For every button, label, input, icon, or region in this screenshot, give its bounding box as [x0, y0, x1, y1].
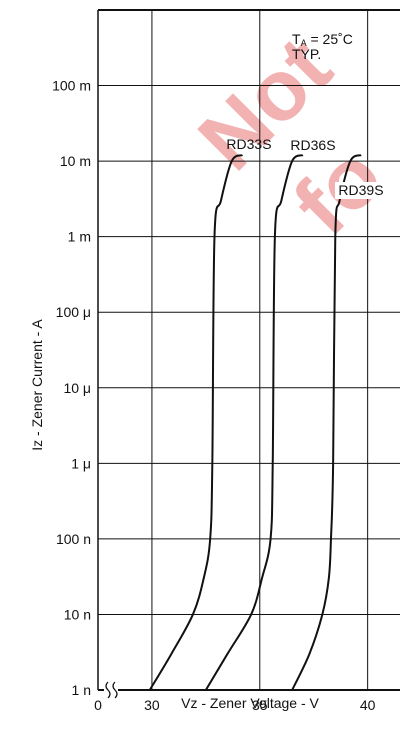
series-label-bg [335, 182, 389, 199]
x-tick-label: 30 [144, 697, 160, 713]
series-line-rd36s [204, 154, 304, 691]
y-tick-labels: 1 n 10 n 100 n 1 μ 10 μ 100 μ 1 m 10 m 100 m [52, 78, 91, 698]
y-tick-label: 100 μ [56, 304, 91, 320]
conditions-note: TA = 25˚C TYP. [292, 31, 353, 62]
series-label-rd33s: RD33S [226, 136, 271, 152]
y-tick-label: 1 n [72, 682, 91, 698]
series-group: RD33S RD36S RD39S [148, 136, 389, 691]
series-label-rd36s: RD36S [290, 137, 335, 153]
plot-frame [97, 9, 400, 691]
x-axis-label: Vz - Zener Voltage - V [181, 695, 319, 711]
y-tick-label: 10 m [60, 153, 91, 169]
x-tick-label: 35 [252, 697, 268, 713]
y-tick-label: 1 μ [71, 455, 91, 471]
axis-break-mark-2 [112, 681, 118, 699]
y-tick-label: 10 n [64, 606, 91, 622]
y-tick-label: 100 m [52, 78, 91, 94]
x-tick-labels: 0 30 35 40 [94, 697, 376, 713]
temp-condition: TA = 25˚C [292, 31, 353, 48]
y-tick-label: 1 m [68, 229, 91, 245]
series-label-rd39s: RD39S [338, 182, 383, 198]
axis-break-mark-1 [105, 681, 111, 699]
x-tick-label: 0 [94, 697, 102, 713]
typ-note: TYP. [292, 46, 321, 62]
y-tick-label: 100 n [56, 531, 91, 547]
axis-break-symbol [104, 680, 118, 699]
y-axis-label: Iz - Zener Current - A [29, 319, 45, 451]
x-tick-label: 40 [360, 697, 376, 713]
grid [98, 10, 400, 691]
y-tick-label: 10 μ [63, 380, 91, 396]
series-line-rd33s [148, 154, 244, 691]
